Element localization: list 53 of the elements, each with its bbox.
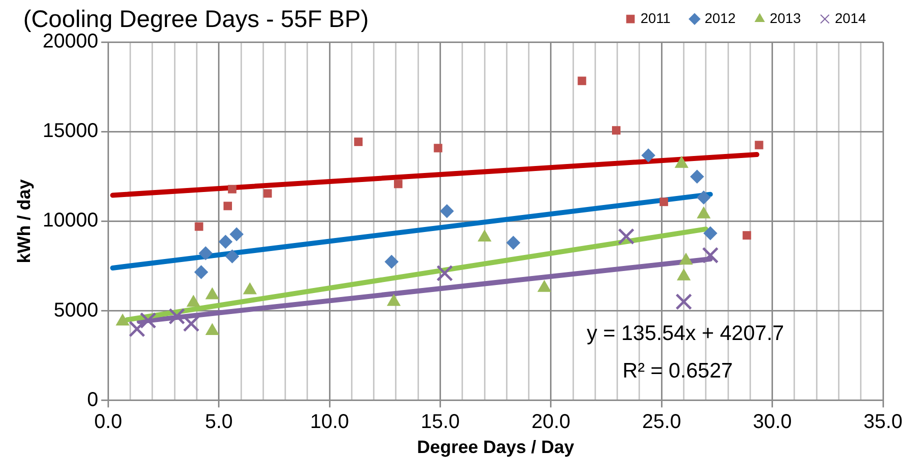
y-tick-label: 10000 [42, 210, 98, 232]
y-axis-title: kWh / day [14, 179, 34, 264]
point [506, 236, 520, 250]
point [198, 246, 213, 260]
x-tick-label: 10.0 [310, 410, 350, 433]
legend-label: 2011 [640, 10, 671, 26]
point [618, 228, 635, 245]
x-tick-label: 5.0 [204, 410, 233, 433]
y-tick-label: 20000 [42, 30, 98, 53]
x-tick-label: 15.0 [420, 410, 460, 433]
point [754, 140, 764, 150]
point [703, 226, 718, 240]
y-tick-label: 0 [87, 388, 98, 411]
point [225, 249, 240, 264]
y-tick-label: 5000 [54, 299, 98, 322]
x-tick-label: 30.0 [752, 410, 792, 433]
point [696, 190, 711, 205]
point [578, 76, 586, 86]
point [641, 148, 656, 162]
point [140, 312, 156, 329]
point [394, 180, 402, 188]
point [128, 320, 146, 338]
point [168, 308, 186, 325]
point [742, 231, 752, 240]
legend-label: 2014 [834, 10, 866, 26]
point [702, 246, 719, 264]
point [612, 126, 620, 135]
legend-label: 2013 [770, 10, 802, 26]
point [230, 227, 244, 242]
x-tick-label: 35.0 [864, 410, 902, 433]
point [194, 265, 208, 280]
point [218, 234, 233, 249]
point [263, 189, 272, 198]
point [194, 222, 204, 231]
annotation: R² = 0.6527 [622, 360, 733, 383]
point [228, 184, 236, 194]
legend-label: 2012 [704, 10, 736, 26]
point [660, 198, 668, 206]
point [690, 170, 704, 184]
point [354, 138, 363, 146]
x-tick-label: 0.0 [94, 410, 122, 433]
annotation: y = 135.54x + 4207.7 [586, 322, 784, 345]
point [434, 144, 442, 152]
point [440, 204, 454, 218]
point [436, 264, 454, 282]
y-tick-label: 15000 [42, 120, 98, 142]
point [675, 293, 692, 310]
point [224, 202, 232, 210]
point [384, 254, 399, 269]
x-tick-label: 25.0 [642, 410, 682, 433]
chart-title: (Cooling Degree Days - 55F BP) [23, 6, 369, 33]
x-axis-title: Degree Days / Day [417, 437, 574, 458]
x-tick-label: 20.0 [531, 410, 570, 433]
